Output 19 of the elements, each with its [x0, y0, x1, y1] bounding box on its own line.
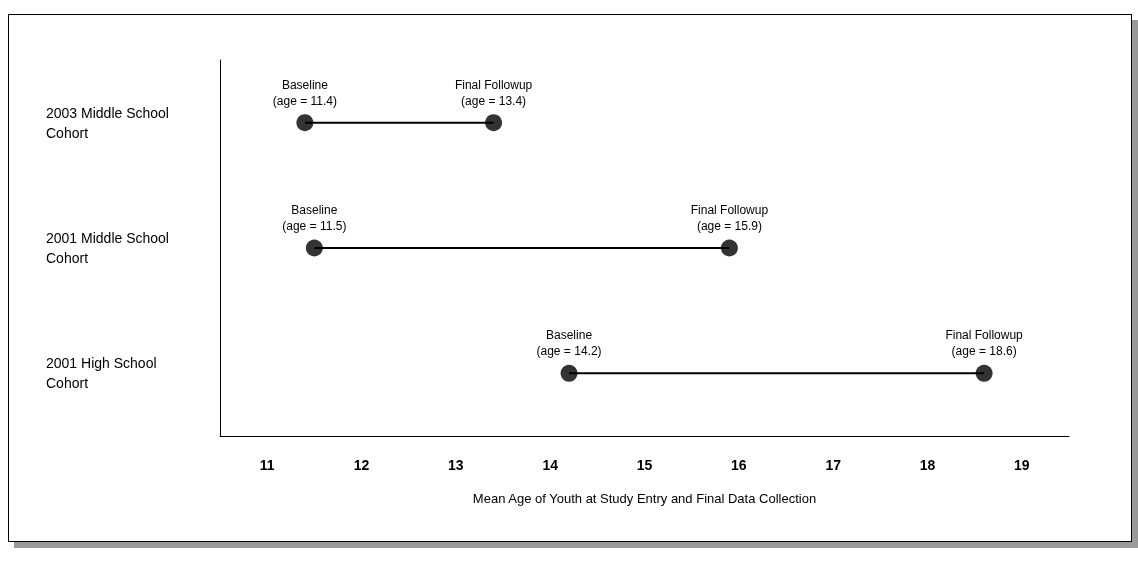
x-tick-label: 12: [353, 457, 370, 473]
annotation: Final Followup (age = 15.9): [690, 203, 769, 233]
y-tick-label: 2001 Middle School Cohort: [46, 230, 173, 266]
x-axis-title: Mean Age of Youth at Study Entry and Final Data Collection: [472, 491, 817, 506]
annotation: Final Followup (age = 18.6): [945, 328, 1024, 359]
annotation: Baseline (age = 11.5): [282, 203, 347, 233]
x-tick-label: 11: [259, 457, 275, 473]
x-tick-label: 19: [1014, 457, 1030, 473]
annotation: Final Followup (age = 13.4): [454, 77, 533, 108]
x-tick-label: 16: [731, 457, 747, 473]
x-tick-label: 15: [636, 457, 653, 473]
y-tick-label: 2001 High School Cohort: [46, 355, 161, 392]
annotation: Baseline (age = 11.4): [272, 77, 337, 108]
x-tick-label: 13: [448, 457, 464, 473]
x-tick-label: 17: [825, 457, 842, 473]
x-tick-label: 18: [919, 457, 936, 473]
x-tick-label: 14: [542, 457, 559, 473]
annotation: Baseline (age = 14.2): [536, 328, 602, 359]
y-tick-label: 2003 Middle School Cohort: [46, 104, 173, 141]
